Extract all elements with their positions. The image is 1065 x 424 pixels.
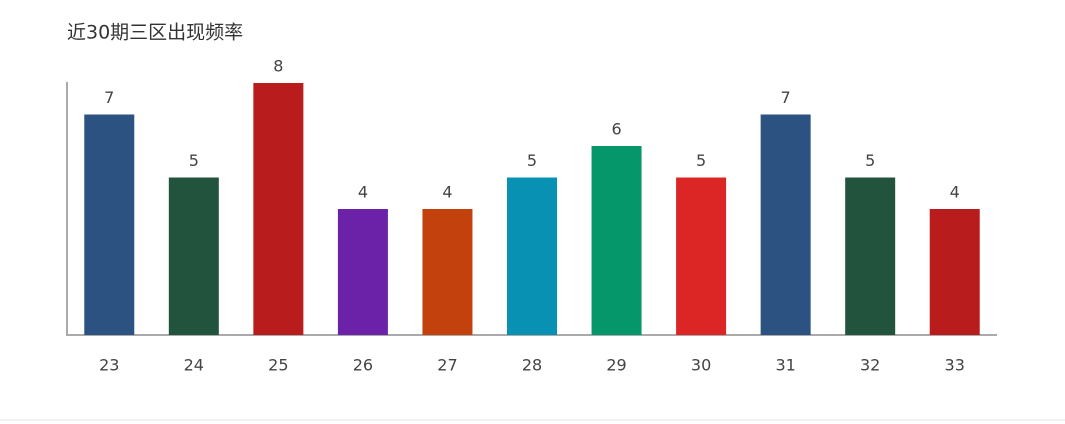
x-tick-label: 30: [691, 356, 711, 375]
bar: [337, 209, 388, 335]
bar: [422, 209, 473, 335]
bar: [591, 146, 642, 335]
x-tick-label: 26: [353, 356, 373, 375]
data-label: 5: [696, 151, 706, 170]
bar: [253, 83, 304, 335]
data-label: 8: [273, 57, 283, 76]
x-tick-label: 29: [606, 356, 626, 375]
x-tick-label: 27: [437, 356, 457, 375]
x-tick-label: 32: [860, 356, 880, 375]
data-label: 7: [104, 88, 114, 107]
data-label: 5: [527, 151, 537, 170]
x-tick-label: 31: [775, 356, 795, 375]
data-label: 5: [189, 151, 199, 170]
data-label: 7: [781, 88, 791, 107]
bar: [676, 177, 727, 335]
chart-title: 近30期三区出现频率: [67, 22, 243, 44]
data-label: 5: [865, 151, 875, 170]
bar: [760, 114, 811, 335]
data-label: 4: [950, 183, 960, 202]
data-label: 4: [442, 183, 452, 202]
bar: [929, 209, 980, 335]
data-label: 6: [611, 120, 621, 139]
bar: [168, 177, 219, 335]
data-label: 4: [358, 183, 368, 202]
x-tick-label: 25: [268, 356, 288, 375]
x-tick-label: 24: [184, 356, 204, 375]
bar: [845, 177, 896, 335]
x-tick-label: 23: [99, 356, 119, 375]
x-tick-label: 28: [522, 356, 542, 375]
x-tick-label: 33: [945, 356, 965, 375]
bar: [84, 114, 135, 335]
bar: [507, 177, 557, 335]
